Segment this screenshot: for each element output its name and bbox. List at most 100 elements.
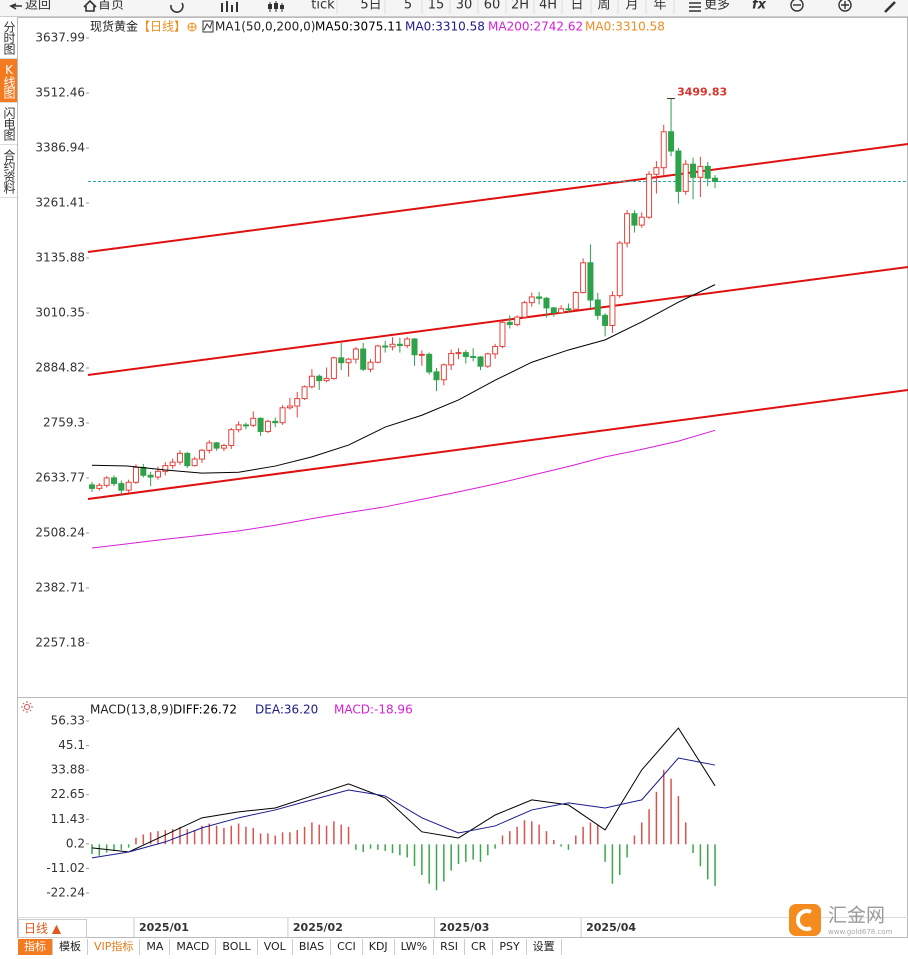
indicator-tab[interactable]: KDJ: [363, 939, 395, 955]
candle-body: [499, 321, 506, 347]
period-selector[interactable]: 日线 ▲: [24, 922, 62, 936]
formula-button[interactable]: fx: [752, 0, 767, 13]
candle-body: [668, 131, 675, 152]
indicator-tab[interactable]: 指标: [18, 939, 53, 955]
candle-body: [352, 348, 359, 360]
side-tab[interactable]: 闪电图: [0, 103, 17, 145]
candle-body: [89, 484, 95, 489]
candle-body: [543, 297, 550, 309]
candle-body: [242, 424, 249, 427]
trend-line[interactable]: [87, 266, 908, 376]
period-button[interactable]: 周: [597, 0, 610, 13]
side-tab[interactable]: 合约资料: [0, 145, 17, 198]
macd-bar: [157, 831, 159, 845]
candle-body: [426, 353, 433, 373]
period-button[interactable]: 60: [484, 0, 501, 13]
indicator-tab[interactable]: 设置: [527, 939, 562, 955]
indicator-tab[interactable]: BIAS: [293, 939, 332, 955]
candle-body: [602, 314, 609, 326]
macd-bar: [457, 844, 460, 865]
macd-bar: [421, 844, 423, 875]
candle-body: [162, 465, 169, 472]
macd-bar: [501, 835, 504, 845]
candle-body: [382, 345, 389, 348]
candle-body: [140, 466, 147, 476]
legend-icon-cross: [188, 23, 196, 31]
macd-bar: [252, 827, 255, 845]
candle-body: [235, 424, 242, 431]
period-button[interactable]: 2H: [511, 0, 529, 13]
indicator-tab[interactable]: 模板: [53, 939, 88, 955]
side-tab[interactable]: 分时图: [0, 17, 17, 59]
bar-icon[interactable]: [221, 1, 238, 12]
indicator-tab[interactable]: VIP指标: [88, 939, 141, 955]
back-button[interactable]: 返回: [25, 0, 51, 13]
candle-body: [389, 343, 396, 348]
side-tab[interactable]: K线图: [0, 59, 17, 103]
macd-bar: [648, 809, 650, 845]
macd-bar: [567, 844, 570, 850]
indicator-tab[interactable]: MA: [140, 939, 171, 955]
macd-bar: [325, 825, 328, 845]
menu-icon: [689, 2, 701, 12]
macd-bar: [120, 844, 123, 850]
period-button[interactable]: 5日: [360, 0, 381, 13]
macd-bar: [633, 835, 636, 845]
period-button[interactable]: tick: [311, 0, 335, 13]
period-button[interactable]: 30: [456, 0, 473, 13]
candle-icon-body: [274, 3, 278, 9]
indicator-tab[interactable]: RSI: [434, 939, 465, 955]
macd-bar: [237, 823, 240, 845]
macd-bar: [215, 825, 218, 845]
candle-body: [558, 308, 565, 314]
settings-icon[interactable]: [24, 704, 30, 710]
period-button[interactable]: 年: [653, 0, 666, 13]
ma-line: [91, 727, 716, 853]
macd-bar: [413, 844, 416, 867]
period-button[interactable]: 日: [570, 0, 583, 13]
candle-body: [360, 348, 367, 370]
trend-line[interactable]: [87, 143, 908, 253]
period-button[interactable]: 月: [625, 0, 638, 13]
candle-body: [118, 483, 125, 491]
y-tick-label: 33.88: [51, 763, 85, 777]
period-button[interactable]: 5: [404, 0, 412, 13]
indicator-icon[interactable]: [202, 20, 214, 33]
candle-body: [367, 361, 374, 370]
macd-bar: [296, 830, 298, 845]
macd-bar: [604, 844, 606, 862]
period-button[interactable]: 15: [428, 0, 445, 13]
zoom-in-icon[interactable]: [838, 0, 852, 12]
candle-body: [272, 420, 279, 424]
candle-body: [213, 442, 220, 449]
macd-bar: [289, 832, 291, 845]
macd-bar: [267, 833, 269, 845]
indicator-tab[interactable]: BOLL: [216, 939, 258, 955]
indicator-tab[interactable]: VOL: [258, 939, 293, 955]
pen-icon[interactable]: [884, 1, 896, 13]
macd-bar: [509, 831, 511, 845]
indicator-tab[interactable]: CR: [465, 939, 494, 955]
candle-icon-body: [280, 5, 284, 9]
home-button[interactable]: 首页: [98, 0, 124, 13]
macd-bar: [699, 844, 702, 867]
candle-body: [96, 484, 103, 489]
indicator-tab[interactable]: MACD: [170, 939, 217, 955]
period-button[interactable]: 4H: [539, 0, 557, 13]
trend-line[interactable]: [87, 389, 908, 500]
y-tick-label: 56.33: [51, 714, 85, 728]
macd-bar: [670, 778, 672, 845]
more-button[interactable]: 更多: [704, 0, 730, 13]
refresh-icon[interactable]: [170, 2, 184, 13]
zoom-out-icon[interactable]: [790, 0, 804, 12]
period-box[interactable]: [18, 919, 87, 938]
macd-bar: [333, 821, 335, 845]
macd-bar: [223, 827, 225, 845]
indicator-tab[interactable]: LW%: [395, 939, 435, 955]
indicator-tab[interactable]: PSY: [493, 939, 527, 955]
macd-bar: [560, 844, 562, 847]
indicator-tab[interactable]: CCI: [331, 939, 363, 955]
macd-title: MACD(13,8,9): [90, 703, 174, 717]
candle-body: [616, 242, 623, 297]
